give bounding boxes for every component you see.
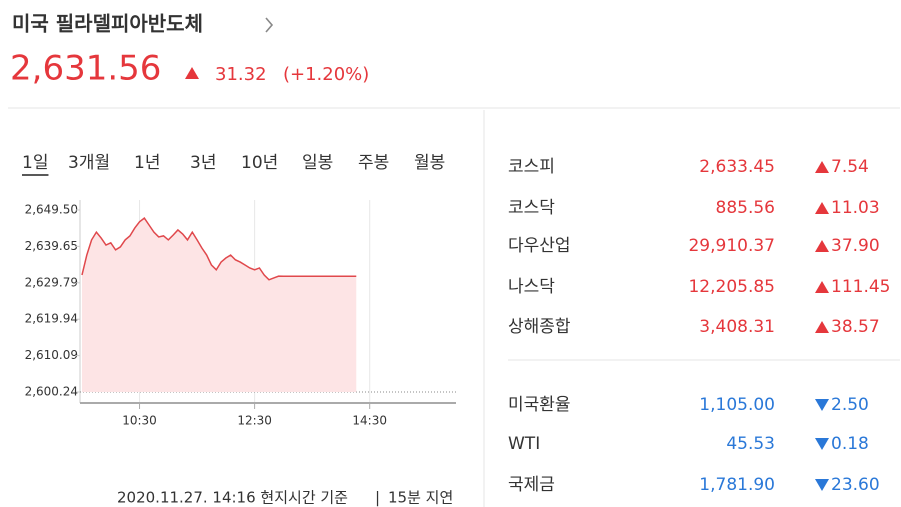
- timestamp: 2020.11.27. 14:16 현지시간 기준: [117, 489, 348, 507]
- direction-arrow: [815, 399, 829, 411]
- index-change: 0.18: [831, 434, 869, 454]
- index-value: 885.56: [716, 198, 775, 218]
- index-change: 38.57: [831, 317, 880, 337]
- index-value: 12,205.85: [688, 277, 775, 297]
- index-change: 7.54: [831, 157, 869, 177]
- line: [81, 217, 357, 281]
- index-change: 111.45: [831, 277, 890, 297]
- index-change: 23.60: [831, 475, 880, 495]
- tab[interactable]: 10년: [241, 153, 278, 173]
- x-tick-label: 14:30: [352, 414, 387, 428]
- index-value: 1,105.00: [699, 395, 775, 415]
- tab[interactable]: 1일: [22, 153, 48, 173]
- index-name[interactable]: 나스닥: [508, 277, 555, 297]
- y-tick-label: 2,610.09: [25, 348, 78, 362]
- index-change: 2.50: [831, 395, 869, 415]
- area: [82, 218, 357, 392]
- direction-arrow: [815, 202, 829, 214]
- direction-arrow: [815, 321, 829, 333]
- direction-arrow: [815, 281, 829, 293]
- y-tick-label: 2,600.24: [25, 384, 78, 398]
- price: 2,631.56: [10, 49, 161, 89]
- change-pct: (+1.20%): [283, 64, 369, 85]
- index-value: 3,408.31: [699, 317, 775, 337]
- index-value: 29,910.37: [688, 236, 775, 256]
- change: 31.32: [215, 64, 267, 85]
- y-tick-label: 2,649.50: [25, 202, 78, 216]
- chevron[interactable]: [265, 17, 274, 33]
- tab[interactable]: 월봉: [414, 153, 445, 173]
- index-name[interactable]: 코스피: [508, 157, 555, 177]
- index-change: 37.90: [831, 236, 880, 256]
- up-arrow: [185, 67, 199, 79]
- delay: 15분 지연: [388, 489, 453, 507]
- direction-arrow: [815, 240, 829, 252]
- title[interactable]: 미국 필라델피아반도체: [12, 12, 203, 36]
- index-name[interactable]: 코스닥: [508, 198, 555, 218]
- direction-arrow: [815, 479, 829, 491]
- direction-arrow: [815, 438, 829, 450]
- index-name[interactable]: 국제금: [508, 475, 555, 495]
- index-name[interactable]: 다우산업: [508, 236, 571, 256]
- index-name[interactable]: 상해종합: [508, 317, 571, 337]
- tab[interactable]: 3개월: [68, 153, 110, 173]
- x-tick-label: 12:30: [237, 414, 272, 428]
- y-tick-label: 2,629.79: [25, 275, 78, 289]
- tab[interactable]: 주봉: [358, 153, 389, 173]
- index-name[interactable]: WTI: [508, 434, 540, 454]
- direction-arrow: [815, 161, 829, 173]
- index-value: 45.53: [726, 434, 775, 454]
- index-change: 11.03: [831, 198, 880, 218]
- separator: |: [375, 489, 380, 507]
- y-tick-label: 2,619.94: [25, 312, 78, 326]
- tab[interactable]: 일봉: [302, 153, 333, 173]
- tab[interactable]: 3년: [190, 153, 216, 173]
- index-name[interactable]: 미국환율: [508, 395, 571, 415]
- tab[interactable]: 1년: [134, 153, 160, 173]
- y-tick-label: 2,639.65: [25, 239, 78, 253]
- x-tick-label: 10:30: [122, 414, 157, 428]
- index-value: 2,633.45: [699, 157, 775, 177]
- index-value: 1,781.90: [699, 475, 775, 495]
